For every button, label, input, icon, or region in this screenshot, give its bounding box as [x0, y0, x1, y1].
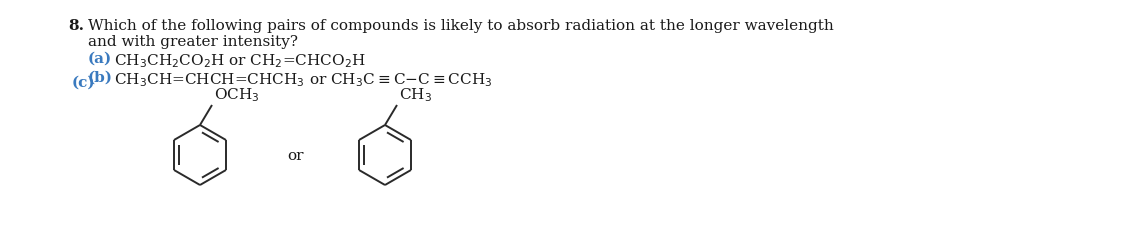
Text: CH$_3$CH=CHCH=CHCH$_3$ or CH$_3$C$\equiv$C$-$C$\equiv$CCH$_3$: CH$_3$CH=CHCH=CHCH$_3$ or CH$_3$C$\equiv… — [114, 71, 492, 88]
Text: (b): (b) — [88, 71, 113, 85]
Text: or: or — [287, 148, 303, 162]
Text: and with greater intensity?: and with greater intensity? — [88, 35, 298, 49]
Text: CH$_3$CH$_2$CO$_2$H or CH$_2$=CHCO$_2$H: CH$_3$CH$_2$CO$_2$H or CH$_2$=CHCO$_2$H — [114, 52, 366, 70]
Text: 8.: 8. — [68, 19, 84, 33]
Text: CH$_3$: CH$_3$ — [399, 86, 432, 104]
Text: (c): (c) — [72, 76, 96, 90]
Text: Which of the following pairs of compounds is likely to absorb radiation at the l: Which of the following pairs of compound… — [88, 19, 833, 33]
Text: OCH$_3$: OCH$_3$ — [214, 86, 259, 104]
Text: (a): (a) — [88, 52, 113, 66]
